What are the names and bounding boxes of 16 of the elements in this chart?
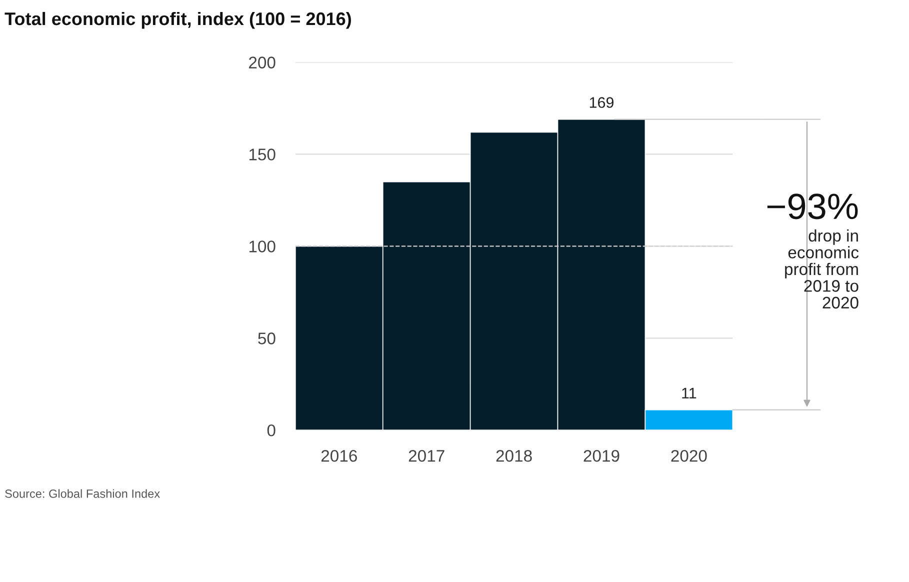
text: drop in economic profit from 2019 to 2020 xyxy=(785,229,859,309)
chart-title: Total economic profit, index (100 = 2016) xyxy=(4,12,351,29)
x-tick-label: 2018 xyxy=(496,450,532,462)
y-tick-label: 200 xyxy=(249,56,276,68)
y-tick-label: 150 xyxy=(249,148,276,160)
y-tick-label: 100 xyxy=(249,240,276,252)
source-note: Source: Global Fashion Index xyxy=(5,489,160,498)
x-tick-label: 2019 xyxy=(584,450,620,462)
text: −93% xyxy=(767,194,858,220)
x-tick-label: 2017 xyxy=(408,450,444,462)
data-label: 11 xyxy=(682,388,696,398)
y-tick-label: 50 xyxy=(258,332,276,344)
x-tick-label: 2016 xyxy=(321,450,357,462)
x-tick-label: 2020 xyxy=(671,450,707,462)
data-label: 169 xyxy=(590,97,614,108)
y-tick-label: 0 xyxy=(267,424,276,436)
